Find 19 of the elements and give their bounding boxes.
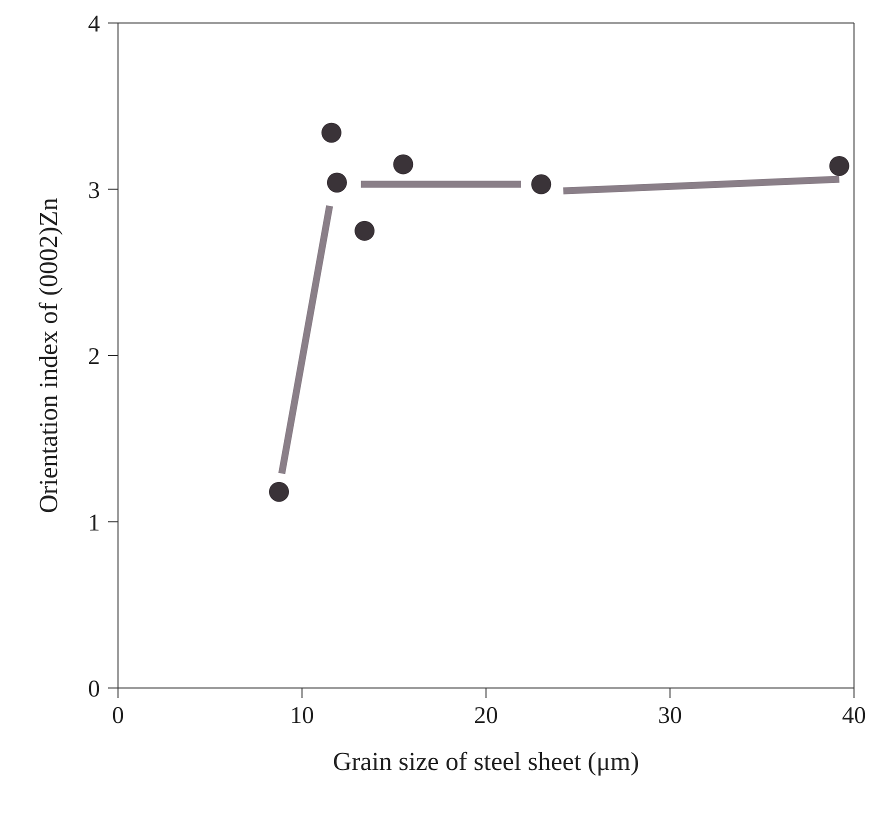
x-tick-label: 40 [842, 703, 866, 730]
y-tick-label: 1 [88, 510, 100, 536]
y-tick-label: 3 [88, 178, 100, 204]
point [321, 122, 342, 143]
x-axis-title: Grain size of steel sheet (μm) [332, 747, 640, 776]
x-tick-label: 30 [658, 703, 682, 730]
y-tick-label: 0 [88, 676, 100, 703]
x-tick-label: 20 [474, 703, 498, 730]
y-tick-label: 4 [88, 12, 100, 38]
y-axis-title: Orientation index of (0002)Zn [34, 198, 64, 514]
x-tick-label: 0 [112, 703, 124, 730]
point [531, 174, 552, 194]
point [269, 482, 289, 502]
y-tick-label: 2 [88, 344, 100, 370]
point [829, 156, 850, 176]
point [354, 220, 375, 241]
point [326, 172, 347, 193]
x-tick-label: 10 [290, 703, 314, 730]
point [393, 154, 414, 174]
